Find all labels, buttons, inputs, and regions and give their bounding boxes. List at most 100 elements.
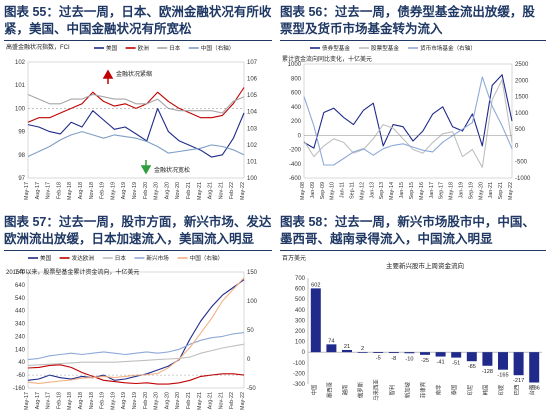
y-tick: 300 — [295, 318, 306, 324]
x-tick: May-20 — [154, 182, 160, 200]
bar — [420, 352, 430, 355]
panel-fund-flows: 图表 56：过去一周，债券型基金流出放缓，股票型及货币市场基金转为流入 累计资金… — [280, 4, 546, 208]
y-left-tick: 98 — [18, 153, 25, 159]
x-tick: Aug-19 — [121, 392, 127, 409]
legend-label: 欧洲 — [138, 44, 150, 52]
x-tick: Sep-17 — [439, 182, 445, 199]
y-tick: -200 — [293, 371, 306, 377]
x-tick: May-20 — [154, 392, 160, 410]
y-tick: 0 — [302, 350, 306, 356]
y-right-tick: 103 — [247, 126, 258, 132]
divider — [4, 40, 272, 41]
y-left-tick: 40 — [18, 360, 25, 366]
y-left-tick: 102 — [15, 60, 26, 66]
y-left-tick: 240 — [15, 334, 26, 340]
series-line-货币市场基金（右轴） — [303, 76, 513, 166]
x-tick: Feb-21 — [186, 182, 192, 199]
y-left-tick: 640 — [15, 283, 26, 289]
y-left-tick: -600 — [289, 176, 302, 182]
x-tick: Aug-20 — [164, 182, 170, 199]
x-tick: Aug-18 — [78, 392, 84, 409]
x-tick: 巴西 — [514, 384, 521, 395]
x-tick: May-14 — [389, 182, 395, 200]
series-line-美国 — [27, 279, 245, 381]
y-tick: -100 — [293, 361, 306, 367]
x-tick: Nov-17 — [46, 182, 52, 199]
y-right-tick: 102 — [247, 143, 258, 149]
x-tick: 越南 — [341, 384, 349, 395]
x-tick: Nov-18 — [89, 392, 95, 409]
data-label: -165 — [497, 373, 508, 379]
x-tick: 俄罗斯 — [357, 381, 365, 398]
data-label: -286 — [529, 386, 540, 392]
x-tick: Nov-21 — [218, 182, 224, 199]
x-tick: Nov-17 — [46, 392, 52, 409]
y-tick: 400 — [295, 308, 306, 314]
plot-frame — [303, 63, 513, 179]
legend-label: 货币市场基金（右轴） — [420, 44, 476, 52]
chart-subtitle: 高盛金融状况指数，FCI — [6, 43, 70, 51]
x-tick: May-17 — [24, 182, 30, 200]
data-label: -85 — [468, 364, 476, 370]
bar — [310, 288, 321, 353]
x-tick: Nov-18 — [89, 182, 95, 199]
x-tick: Aug-21 — [208, 182, 214, 199]
x-tick: Aug-18 — [78, 182, 84, 199]
bar — [513, 352, 524, 376]
series-line-发达欧洲 — [27, 364, 245, 385]
legend-label: 新兴市场 — [146, 254, 169, 262]
y-left-tick: 101 — [15, 83, 26, 89]
data-label: -41 — [437, 360, 445, 366]
y-right-tick: 50 — [247, 328, 254, 334]
y-tick: 600 — [295, 287, 306, 293]
x-tick: Sep-19 — [468, 182, 474, 199]
x-tick: Nov-21 — [218, 392, 224, 409]
x-tick: Nov-19 — [132, 182, 138, 199]
x-tick: Feb-20 — [143, 182, 149, 199]
legend-label: 债券型基金 — [322, 44, 350, 52]
legend-label: 美国 — [40, 254, 52, 262]
x-tick: May-10 — [330, 182, 336, 200]
x-tick: May-19 — [110, 392, 116, 410]
series-line-欧洲 — [27, 87, 245, 123]
y-right-tick: -1000 — [515, 176, 531, 182]
x-tick: 印度 — [497, 384, 505, 395]
legend-label: 中国（右轴） — [190, 254, 224, 262]
plot-frame — [27, 271, 245, 389]
data-label: -128 — [482, 369, 493, 375]
legend-label: 日本 — [115, 254, 127, 262]
y-tick: 500 — [295, 297, 306, 303]
y-left-tick: 140 — [15, 347, 26, 353]
y-right-tick: 1000 — [515, 111, 529, 117]
bar — [342, 349, 352, 353]
x-tick: Nov-20 — [175, 392, 181, 409]
data-label: -217 — [513, 378, 524, 384]
y-left-tick: 400 — [291, 105, 302, 111]
x-tick: Jan-19 — [458, 182, 464, 198]
data-label: -51 — [452, 361, 460, 367]
y-right-tick: 100 — [247, 299, 258, 305]
x-tick: Jan-17 — [429, 182, 435, 198]
y-right-tick: 106 — [247, 77, 258, 83]
y-left-tick: 340 — [15, 322, 26, 328]
x-tick: 中国 — [310, 385, 318, 396]
y-right-tick: -50 — [247, 386, 256, 392]
bar — [466, 352, 477, 362]
y-left-tick: 1000 — [288, 62, 302, 68]
x-tick: 印尼 — [467, 385, 474, 396]
x-tick: Feb-19 — [100, 392, 106, 409]
chart-title: 主要新兴股市上周资金流向 — [386, 261, 464, 270]
y-left-tick: 800 — [291, 76, 302, 82]
data-label: -8 — [391, 356, 396, 362]
panel-title: 图表 57：过去一周，股市方面，新兴市场、发达欧洲流出放缓，日本加速流入，美国流… — [4, 215, 272, 246]
x-tick: Feb-20 — [143, 392, 149, 409]
x-tick: May-21 — [197, 392, 203, 410]
y-tick: 100 — [295, 340, 306, 346]
x-tick: Feb-22 — [229, 182, 235, 199]
data-label: 21 — [344, 344, 350, 350]
y-left-tick: 99 — [18, 130, 25, 136]
panel-equity-flows: 图表 57：过去一周，股市方面，新兴市场、发达欧洲流出放缓，日本加速流入，美国流… — [4, 214, 272, 418]
panel-title: 图表 56：过去一周，债券型基金流出放缓，股票型及货币市场基金转为流入 — [280, 5, 535, 36]
y-right-tick: 2000 — [515, 78, 529, 84]
data-label: 602 — [311, 282, 320, 288]
